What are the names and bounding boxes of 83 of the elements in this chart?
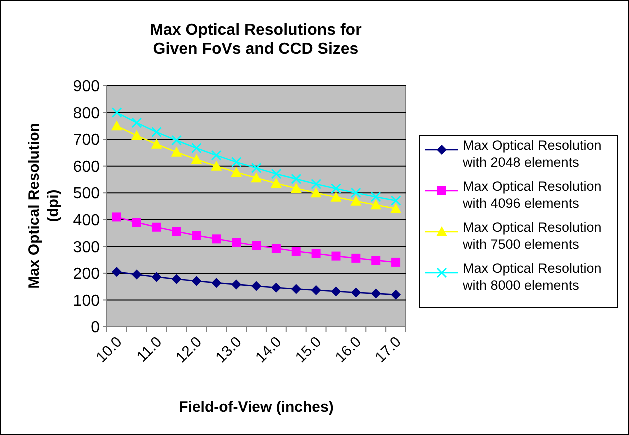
point [390,203,402,214]
legend-label: Max Optical Resolution with 4096 elements [462,179,602,211]
point [370,200,382,210]
point [352,254,361,263]
point [171,146,182,157]
point [172,135,182,146]
point [111,120,122,131]
point [131,130,142,140]
point [231,166,242,177]
point [251,172,262,183]
point [271,282,282,293]
x-tick-label: 14.0 [252,334,286,366]
point [331,286,342,297]
point [290,183,302,194]
point [370,192,382,202]
legend-label: Max Optical Resolution with 8000 elements [462,261,602,293]
point [172,227,182,236]
point [191,143,202,154]
y-tick-label: 800 [73,105,100,122]
point [270,178,282,188]
point [311,179,322,190]
point [291,174,302,184]
point [310,188,322,198]
x-tick-label: 16.0 [332,334,365,366]
y-tick-label: 400 [73,212,100,230]
point [272,244,281,254]
point [251,162,262,174]
point [330,184,342,194]
y-tick-label: 500 [73,186,100,203]
x-tick-label: 11.0 [134,334,166,366]
point [192,276,202,286]
y-tick-label: 200 [73,266,100,284]
x-tick-label: 12.0 [172,334,206,366]
point [132,218,142,228]
y-tick-label: 600 [73,158,100,176]
point [332,252,341,261]
point [212,234,222,244]
point [132,270,142,280]
x-tick-label: 17.0 [372,334,405,366]
x-tick-label: 13.0 [212,334,246,366]
point [330,192,342,202]
point [390,196,402,206]
point [350,196,362,206]
point [232,238,242,248]
point [291,284,302,294]
point [191,154,202,164]
y-tick-label: 900 [73,78,100,96]
point [271,168,282,180]
point [372,256,381,266]
point [152,127,162,138]
point [151,138,162,149]
point [211,150,222,161]
point [152,222,162,232]
legend-label: Max Optical Resolution with 7500 elements [462,220,602,252]
point [232,280,242,290]
point [112,212,122,222]
y-tick-label: 100 [73,292,100,310]
point [351,288,362,298]
point [311,285,322,296]
point [252,281,262,292]
point [112,267,122,278]
point [252,241,261,250]
point [391,290,402,300]
y-axis-title: Max Optical Resolution (dpi) [26,123,62,289]
point [112,108,122,118]
y-tick-label: 300 [73,239,100,256]
point [312,249,321,258]
point [192,231,202,240]
point [350,188,362,198]
point [231,157,242,168]
chart-title: Max Optical Resolutions for Given FoVs and CCD Sizes [150,22,362,58]
x-axis-title: Field-of-View (inches) [179,399,334,416]
point [371,288,382,299]
point [172,274,182,284]
point [292,246,301,256]
point [211,160,222,171]
point [392,258,401,267]
x-tick-label: 15.0 [292,334,326,366]
point [132,118,142,128]
legend-label: Max Optical Resolution with 2048 elements [462,138,602,170]
y-tick-label: 700 [73,132,100,150]
point [212,278,222,288]
point [152,272,162,282]
